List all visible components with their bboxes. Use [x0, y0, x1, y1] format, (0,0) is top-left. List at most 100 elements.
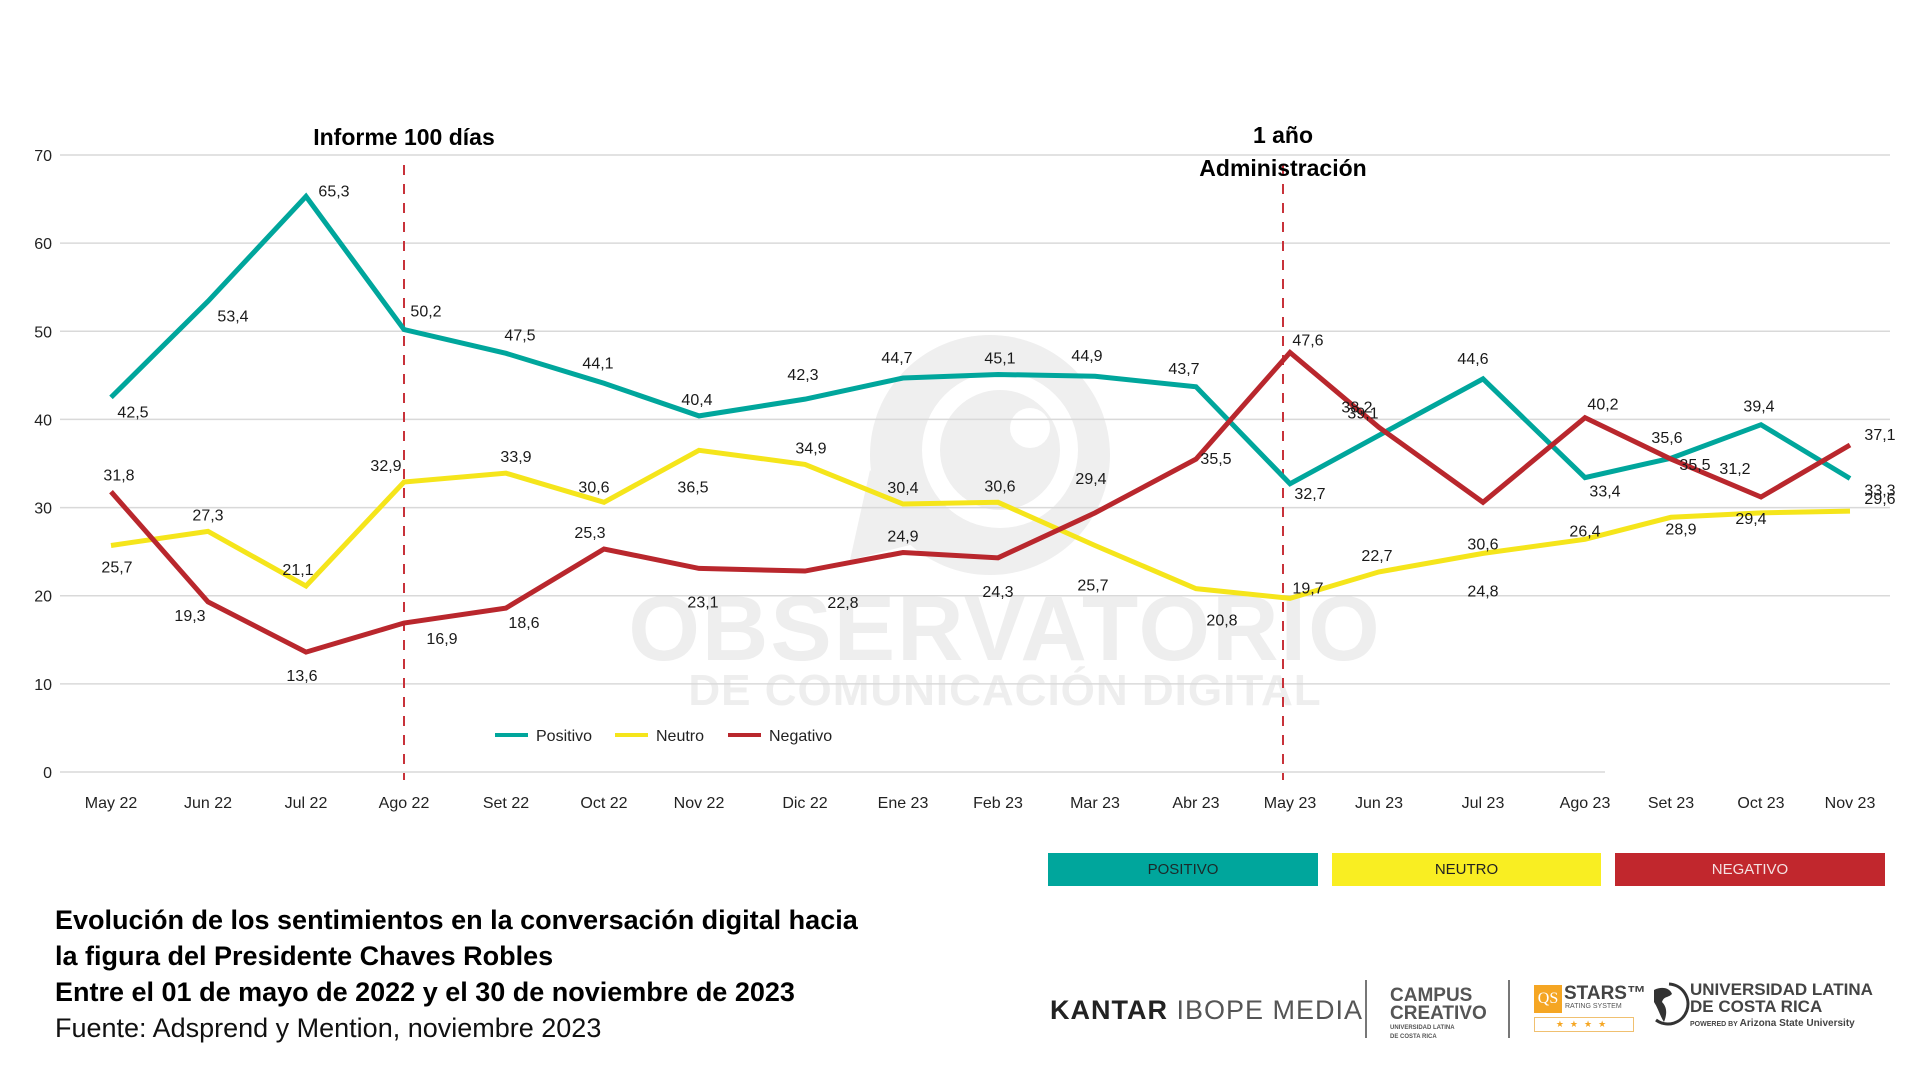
x-tick-label: Jun 22 — [184, 795, 232, 812]
x-tick-label: Jul 22 — [285, 795, 328, 812]
x-tick-label: Ene 23 — [878, 795, 929, 812]
x-tick-label: Jun 23 — [1355, 795, 1403, 812]
data-label-neutro: 25,7 — [1077, 577, 1108, 594]
data-label-negativo: 35,5 — [1679, 457, 1710, 474]
data-label-neutro: 29,4 — [1735, 511, 1766, 528]
data-label-neutro: 20,8 — [1206, 613, 1237, 630]
qs-box: QS — [1534, 985, 1562, 1013]
data-label-negativo: 25,3 — [574, 525, 605, 542]
data-label-positivo: 44,9 — [1071, 348, 1102, 365]
data-label-positivo: 33,4 — [1589, 484, 1620, 501]
chart-caption: Evolución de los sentimientos en la conv… — [55, 902, 1015, 1046]
data-label-negativo: 23,1 — [687, 594, 718, 611]
x-tick-label: Mar 23 — [1070, 795, 1120, 812]
series-line-positivo — [109, 192, 1852, 487]
campus-sub-2: DE COSTA RICA — [1390, 1034, 1437, 1040]
x-tick-label: Feb 23 — [973, 795, 1023, 812]
data-label-negativo: 31,2 — [1719, 461, 1750, 478]
data-label-positivo: 53,4 — [217, 308, 248, 325]
caption-title-2: la figura del Presidente Chaves Robles — [55, 941, 554, 971]
data-label-positivo: 50,2 — [410, 304, 441, 321]
band-neutro: NEUTRO — [1332, 853, 1601, 886]
legend: Positivo Neutro Negativo — [495, 728, 832, 745]
y-tick-label: 30 — [34, 501, 52, 518]
band-positivo: POSITIVO — [1048, 853, 1318, 886]
data-label-negativo: 31,8 — [103, 468, 134, 485]
caption-date-range: Entre el 01 de mayo de 2022 y el 30 de n… — [55, 977, 795, 1007]
data-label-positivo: 65,3 — [318, 183, 349, 200]
data-label-positivo: 39,4 — [1743, 399, 1774, 416]
powered-by-text: POWERED BY — [1690, 1021, 1738, 1028]
data-label-negativo: 24,3 — [982, 584, 1013, 601]
qs-rating-system-text: RATING SYSTEM — [1565, 1003, 1622, 1010]
series-lines — [109, 192, 1852, 655]
data-label-positivo: 42,5 — [117, 404, 148, 421]
logo-divider — [1508, 980, 1510, 1038]
x-tick-label: Abr 23 — [1172, 795, 1219, 812]
data-label-neutro: 30,6 — [984, 478, 1015, 495]
band-positivo-label: POSITIVO — [1147, 861, 1219, 878]
x-tick-label: Oct 22 — [580, 795, 627, 812]
data-label-negativo: 30,6 — [1467, 536, 1498, 553]
data-label-positivo: 44,7 — [881, 350, 912, 367]
data-label-positivo: 35,6 — [1651, 430, 1682, 447]
data-label-positivo: 47,5 — [504, 327, 535, 344]
data-label-negativo: 18,6 — [508, 615, 539, 632]
band-neutro-label: NEUTRO — [1434, 861, 1499, 878]
data-label-neutro: 21,1 — [282, 562, 313, 579]
annotations: Informe 100 días 1 año Administración — [313, 122, 1367, 780]
globe-icon — [1654, 982, 1690, 1026]
kantar-ibope-logo: KANTAR IBOPE MEDIA — [1050, 995, 1363, 1026]
data-label-neutro: 26,4 — [1569, 523, 1600, 540]
y-tick-label: 50 — [34, 324, 52, 341]
logo-divider — [1365, 980, 1367, 1038]
data-label-neutro: 34,9 — [795, 440, 826, 457]
y-axis: 0 10 20 30 40 50 60 70 — [34, 148, 52, 782]
campus-sub-1: UNIVERSIDAD LATINA — [1390, 1025, 1455, 1031]
data-label-neutro: 25,7 — [101, 559, 132, 576]
legend-label-neutro: Neutro — [656, 728, 704, 745]
x-tick-label: Ago 23 — [1560, 795, 1611, 812]
x-tick-label: Jul 23 — [1462, 795, 1505, 812]
data-labels: 42,5 53,4 65,3 50,2 47,5 44,1 40,4 42,3 44,7 45,1… — [101, 183, 1895, 685]
y-tick-label: 10 — [34, 677, 52, 694]
ulat-line-2: DE COSTA RICA — [1690, 997, 1823, 1016]
data-label-neutro: 19,7 — [1292, 580, 1323, 597]
x-tick-label: Set 22 — [483, 795, 529, 812]
data-label-negativo: 22,8 — [827, 595, 858, 612]
data-label-negativo: 47,6 — [1292, 332, 1323, 349]
x-tick-label: Set 23 — [1648, 795, 1694, 812]
x-axis: May 22 Jun 22 Jul 22 Ago 22 Set 22 Oct 22 Nov … — [85, 795, 1876, 812]
data-label-positivo: 33,3 — [1864, 482, 1895, 499]
data-label-negativo: 40,2 — [1587, 397, 1618, 414]
data-label-neutro: 30,6 — [578, 479, 609, 496]
y-tick-label: 60 — [34, 236, 52, 253]
caption-source: Fuente: Adsprend y Mention, noviembre 20… — [55, 1013, 602, 1043]
sentiment-line-chart: OBSERVATORIO DE COMUNICACIÓN DIGITAL 0 10… — [34, 122, 1895, 812]
x-tick-label: May 23 — [1264, 795, 1317, 812]
data-label-neutro: 29,6 — [1864, 491, 1895, 508]
qs-stars-text: STARS™ — [1564, 983, 1646, 1004]
data-label-positivo: 40,4 — [681, 392, 712, 409]
watermark: OBSERVATORIO DE COMUNICACIÓN DIGITAL — [628, 335, 1380, 715]
campus-creativo-logo: CAMPUS CREATIVO UNIVERSIDAD LATINA DE CO… — [1390, 986, 1487, 1041]
data-label-positivo: 44,6 — [1457, 351, 1488, 368]
data-label-positivo: 32,7 — [1294, 486, 1325, 503]
series-line-negativo — [109, 348, 1852, 655]
data-label-negativo: 37,1 — [1864, 427, 1895, 444]
data-label-neutro: 24,8 — [1467, 583, 1498, 600]
data-label-neutro: 22,7 — [1361, 548, 1392, 565]
x-tick-label: Nov 23 — [1825, 795, 1876, 812]
y-tick-label: 70 — [34, 148, 52, 165]
data-label-neutro: 32,9 — [370, 458, 401, 475]
data-label-neutro: 28,9 — [1665, 521, 1696, 538]
qs-star-rating: ★★★★ — [1534, 1017, 1634, 1032]
data-label-negativo: 24,9 — [887, 529, 918, 546]
data-label-negativo: 19,3 — [174, 608, 205, 625]
annotation-label: Administración — [1199, 155, 1366, 181]
asu-text: Arizona State University — [1739, 1018, 1855, 1029]
data-label-negativo: 29,4 — [1075, 471, 1106, 488]
watermark-line-2: DE COMUNICACIÓN DIGITAL — [688, 665, 1321, 715]
data-label-positivo: 43,7 — [1168, 361, 1199, 378]
y-tick-label: 20 — [34, 589, 52, 606]
